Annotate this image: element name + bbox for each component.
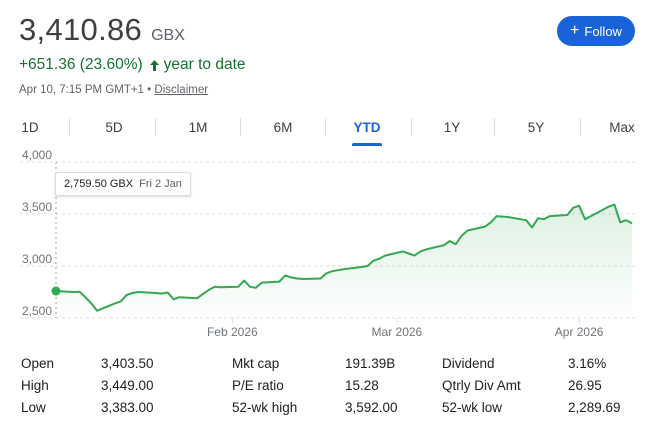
hover-point — [51, 286, 61, 296]
stat-value: 3,592.00 — [345, 400, 398, 415]
tab-6m[interactable]: 6M — [273, 119, 293, 135]
tab-divider — [494, 118, 495, 136]
tab-max[interactable]: Max — [609, 119, 635, 135]
tab-divider — [325, 118, 326, 136]
stat-value: 3,383.00 — [101, 400, 154, 415]
arrow-up-icon — [149, 59, 160, 72]
stat-label: High — [21, 378, 49, 393]
y-tick-label: 3,000 — [22, 252, 52, 266]
stat-value: 3,449.00 — [101, 378, 154, 393]
change-period: year to date — [163, 56, 246, 73]
tab-divider — [155, 118, 156, 136]
stat-value: 3.16% — [568, 356, 607, 371]
stat-label: Dividend — [442, 356, 495, 371]
tooltip-value: 2,759.50 GBX — [64, 178, 134, 190]
stat-label: 52-wk high — [232, 400, 298, 415]
stat-value: 26.95 — [568, 378, 602, 393]
stat-label: Mkt cap — [232, 356, 280, 371]
stat-value: 191.39B — [345, 356, 396, 371]
price-chart[interactable]: 4,000 3,500 3,000 2,500 Feb 2026 Mar 2026 Apr… — [0, 150, 650, 340]
stat-label: Low — [21, 400, 46, 415]
tab-divider — [580, 118, 581, 136]
stats-row: Open 3,403.50 Mkt cap 191.39B Dividend 3… — [0, 356, 650, 376]
follow-button[interactable]: + Follow — [557, 16, 635, 46]
stat-label: Open — [21, 356, 55, 371]
tab-1m[interactable]: 1M — [188, 119, 208, 135]
timestamp-line: Apr 10, 7:15 PM GMT+1 • Disclaimer — [19, 84, 208, 96]
tab-5d[interactable]: 5D — [105, 119, 123, 135]
price-change: +651.36 (23.60%) year to date — [19, 56, 246, 74]
tab-ytd[interactable]: YTD — [352, 110, 382, 146]
tab-1y[interactable]: 1Y — [443, 119, 461, 135]
timestamp: Apr 10, 7:15 PM GMT+1 • — [19, 84, 152, 96]
x-tick-label: Mar 2026 — [372, 325, 423, 339]
price-area-fill — [56, 204, 632, 318]
current-price: 3,410.86 — [19, 12, 143, 47]
tab-1d[interactable]: 1D — [21, 119, 39, 135]
stat-label: P/E ratio — [232, 378, 284, 393]
disclaimer-link[interactable]: Disclaimer — [154, 84, 209, 96]
tooltip-date: Fri 2 Jan — [139, 178, 182, 190]
plus-icon: + — [570, 22, 580, 39]
price-line — [55, 203, 633, 312]
stat-value: 15.28 — [345, 378, 379, 393]
range-tabs: 1D 5D 1M 6M YTD 1Y 5Y Max — [0, 110, 650, 146]
currency-label: GBX — [151, 27, 185, 44]
stat-value: 3,403.50 — [101, 356, 154, 371]
stat-label: Qtrly Div Amt — [442, 378, 521, 393]
tab-divider — [240, 118, 241, 136]
tab-5y[interactable]: 5Y — [527, 119, 545, 135]
change-value: +651.36 (23.60%) — [19, 56, 143, 73]
y-tick-label: 4,000 — [22, 150, 52, 162]
price-display: 3,410.86 GBX — [19, 12, 185, 48]
x-tick-label: Apr 2026 — [555, 325, 604, 339]
stat-label: 52-wk low — [442, 400, 503, 415]
y-tick-label: 2,500 — [22, 304, 52, 318]
y-tick-label: 3,500 — [22, 200, 52, 214]
follow-label: Follow — [584, 23, 622, 39]
hover-tooltip: 2,759.50 GBX Fri 2 Jan — [55, 172, 191, 196]
tab-divider — [69, 118, 70, 136]
stats-row: High 3,449.00 P/E ratio 15.28 Qtrly Div … — [0, 378, 650, 398]
tab-divider — [411, 118, 412, 136]
x-tick-label: Feb 2026 — [207, 325, 258, 339]
stat-value: 2,289.69 — [568, 400, 621, 415]
stats-row: Low 3,383.00 52-wk high 3,592.00 52-wk l… — [0, 400, 650, 420]
